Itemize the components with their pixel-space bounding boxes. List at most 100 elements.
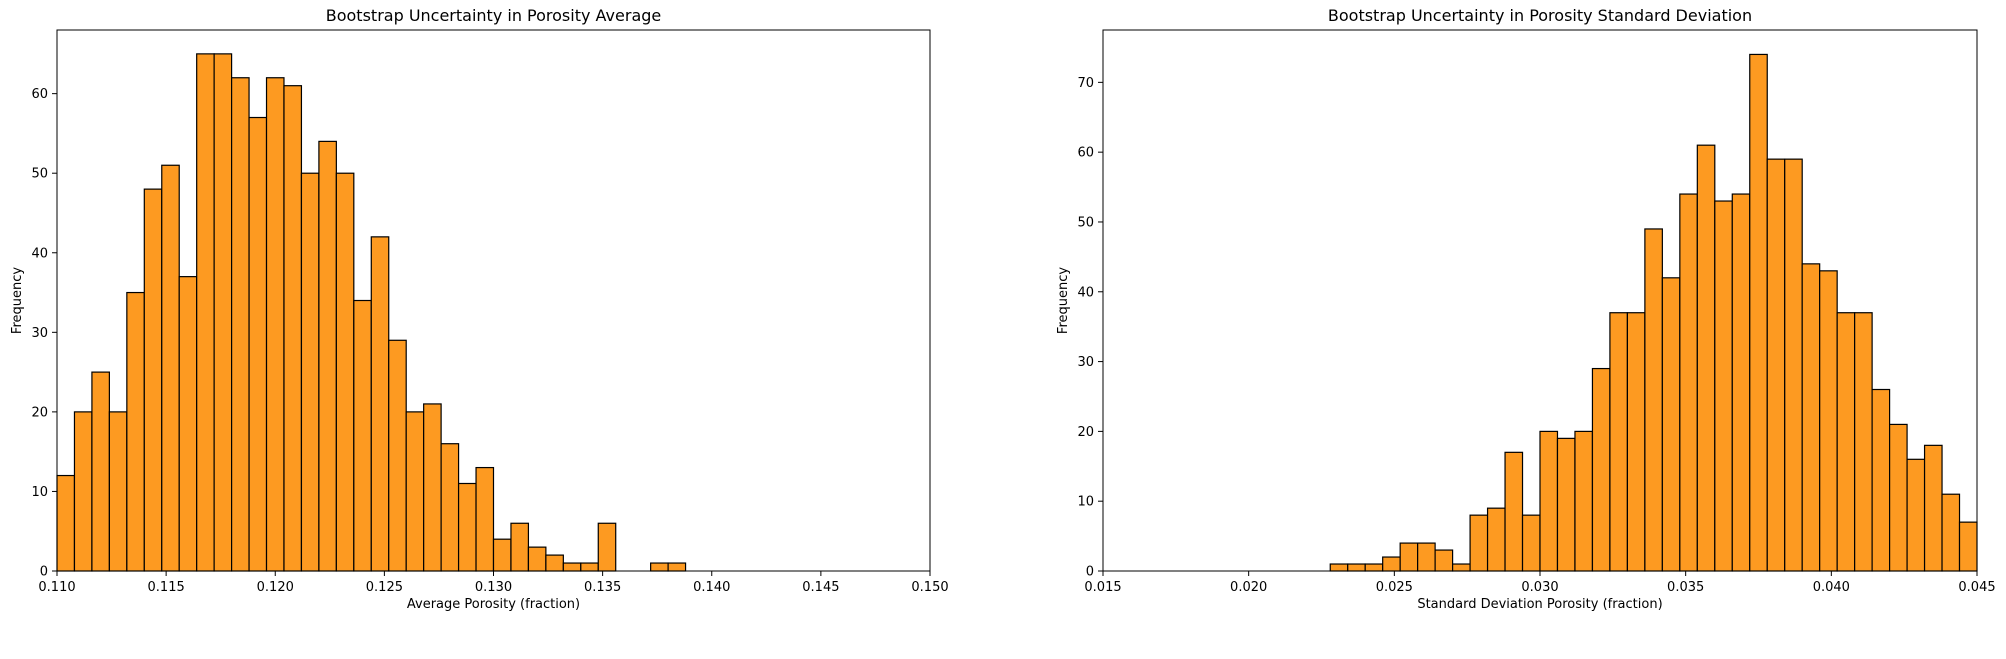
histogram-bar: [335, 172, 355, 572]
histogram-bar: [300, 172, 320, 572]
histogram-bar: [56, 474, 76, 572]
chart-title: Bootstrap Uncertainty in Porosity Standa…: [1328, 6, 1752, 25]
histogram-bar: [1382, 556, 1401, 572]
x-tick-label: 0.030: [1521, 580, 1558, 595]
x-tick-label: 0.035: [1667, 580, 1704, 595]
histogram-bar: [161, 164, 180, 572]
histogram-bar: [265, 77, 285, 572]
y-tick-label: 60: [31, 87, 48, 102]
chart-1: 0.110 0.115 0.120 0.125 0.130 0.135 0.140 0.145…: [10, 6, 949, 612]
histogram-bar: [1399, 542, 1419, 572]
histogram-bar: [650, 562, 669, 572]
histogram-bar: [126, 291, 145, 572]
histogram-bar: [370, 236, 390, 572]
histogram-bar: [1417, 542, 1436, 572]
histogram-bar: [318, 140, 337, 572]
histogram-bar: [580, 562, 599, 572]
y-tick-label: 30: [1077, 355, 1094, 370]
y-tick-label: 60: [1077, 146, 1094, 161]
x-tick-label: 0.140: [693, 580, 730, 595]
histogram-bar: [353, 299, 372, 572]
histogram-bar: [178, 276, 198, 572]
histogram-bar: [1574, 430, 1594, 572]
histogram-bar: [1364, 563, 1384, 572]
histogram-bar: [1714, 200, 1733, 572]
x-tick-label: 0.020: [1230, 580, 1267, 595]
histogram-bar: [1696, 144, 1716, 572]
y-tick-label: 70: [1077, 76, 1094, 91]
chart-2: 0.015 0.020 0.025 0.030 0.035 0.040 0.045 0 10 20…: [1056, 6, 1996, 612]
histogram-bar: [1434, 549, 1454, 572]
histogram-bar: [545, 554, 564, 572]
histogram-bar: [1923, 444, 1943, 572]
histogram-bar: [1766, 158, 1786, 572]
histogram-bar: [1486, 507, 1506, 572]
histogram-bar: [1731, 193, 1751, 572]
histogram-bar: [1679, 193, 1698, 572]
histogram-bar: [1469, 514, 1489, 572]
x-tick-label: 0.110: [38, 580, 75, 595]
histogram-bar: [667, 562, 687, 572]
histogram-bar: [283, 85, 303, 572]
histogram-bar: [1644, 228, 1663, 572]
y-tick-label: 10: [31, 485, 48, 500]
x-axis-label: Average Porosity (fraction): [407, 597, 580, 612]
histogram-bar: [1854, 312, 1873, 572]
histogram-bar: [1836, 312, 1856, 572]
histogram-bar: [1784, 158, 1803, 572]
histogram-bar: [440, 443, 460, 572]
x-tick-label: 0.150: [911, 580, 948, 595]
histogram-bar: [597, 522, 617, 572]
histogram-bar: [1941, 493, 1961, 572]
histogram-bar: [492, 538, 512, 572]
histogram-bar: [73, 411, 93, 572]
x-tick-label: 0.045: [1958, 580, 1995, 595]
x-axis-label: Standard Deviation Porosity (fraction): [1417, 597, 1662, 612]
histogram-bar: [1556, 437, 1576, 572]
histogram-bar: [231, 77, 250, 572]
y-tick-label: 0: [1086, 565, 1094, 580]
histogram-bar: [1801, 263, 1821, 572]
histogram-bar: [196, 53, 215, 572]
histogram-bar: [1347, 563, 1366, 572]
histogram-bar: [457, 482, 477, 572]
x-tick-label: 0.135: [584, 580, 621, 595]
y-tick-label: 50: [1077, 215, 1094, 230]
histogram-bar: [1591, 367, 1611, 572]
histogram-bar: [143, 188, 163, 572]
y-tick-label: 20: [31, 405, 48, 420]
y-tick-label: 20: [1077, 425, 1094, 440]
x-tick-label: 0.115: [148, 580, 185, 595]
x-tick-label: 0.120: [257, 580, 294, 595]
y-tick-label: 30: [31, 326, 48, 341]
y-axis-label: Frequency: [1056, 267, 1071, 334]
y-tick-label: 0: [40, 565, 48, 580]
histogram-bar: [1906, 458, 1926, 572]
y-axis-label: Frequency: [10, 267, 25, 334]
histogram-bar: [388, 339, 407, 572]
histogram-bar: [1626, 312, 1646, 572]
y-tick-label: 10: [1077, 495, 1094, 510]
histogram-bar: [1958, 521, 1978, 572]
histogram-bar: [1504, 451, 1524, 572]
histogram-bar: [91, 371, 110, 572]
x-tick-label: 0.025: [1376, 580, 1413, 595]
y-tick-label: 40: [1077, 285, 1094, 300]
histogram-bar: [1871, 388, 1891, 572]
histogram-bar: [423, 403, 442, 572]
x-tick-label: 0.130: [475, 580, 512, 595]
x-tick-label: 0.125: [366, 580, 403, 595]
histogram-bar: [248, 116, 268, 572]
histogram-bar: [1749, 53, 1768, 572]
histogram-bar: [1819, 270, 1838, 572]
y-tick-label: 40: [31, 246, 48, 261]
histogram-bar: [108, 411, 128, 572]
histogram-bar: [213, 53, 233, 572]
x-tick-label: 0.040: [1813, 580, 1850, 595]
histogram-bar: [1661, 277, 1681, 572]
histogram-bar: [1609, 312, 1629, 572]
histogram-bar: [1888, 423, 1908, 572]
histogram-bar: [562, 562, 582, 572]
chart-title: Bootstrap Uncertainty in Porosity Averag…: [326, 6, 662, 25]
histogram-bar: [1329, 563, 1349, 572]
